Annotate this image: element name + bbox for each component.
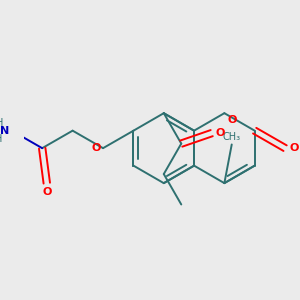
Text: O: O [42, 187, 52, 197]
Text: H: H [0, 134, 3, 144]
Text: O: O [227, 115, 236, 125]
Text: O: O [215, 128, 225, 138]
Text: O: O [290, 143, 299, 153]
Text: H: H [0, 118, 4, 128]
Text: O: O [92, 143, 101, 153]
Text: N: N [0, 126, 9, 136]
Text: CH₃: CH₃ [223, 132, 241, 142]
